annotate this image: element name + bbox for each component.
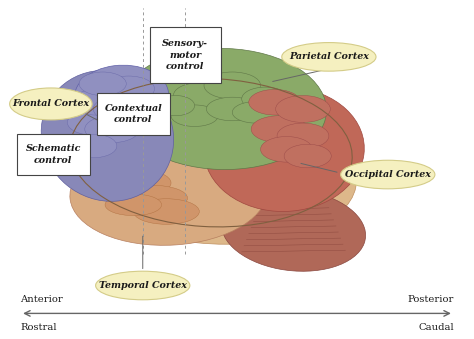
Ellipse shape [173,83,225,108]
Ellipse shape [171,105,218,126]
Text: Rostral: Rostral [20,323,57,332]
Ellipse shape [204,72,261,99]
Ellipse shape [103,76,155,102]
Ellipse shape [282,43,376,71]
Ellipse shape [206,97,258,121]
Text: Schematic
control: Schematic control [26,144,81,165]
Ellipse shape [105,170,171,196]
Text: Occipital Cortex: Occipital Cortex [345,170,431,179]
Ellipse shape [341,160,435,189]
Ellipse shape [204,87,365,212]
Ellipse shape [133,199,199,224]
Text: Frontal Cortex: Frontal Cortex [12,99,90,108]
Ellipse shape [232,102,279,123]
Ellipse shape [157,96,195,116]
Ellipse shape [277,123,329,149]
FancyBboxPatch shape [150,27,220,83]
Ellipse shape [93,96,145,122]
Text: Contextual
control: Contextual control [104,104,162,124]
Text: Posterior: Posterior [407,295,454,304]
Ellipse shape [74,65,169,126]
Ellipse shape [41,71,173,201]
Ellipse shape [276,96,330,122]
Ellipse shape [96,271,190,300]
Ellipse shape [105,194,162,216]
Text: Parietal Cortex: Parietal Cortex [289,52,369,61]
FancyBboxPatch shape [97,93,170,135]
Ellipse shape [251,116,308,143]
FancyBboxPatch shape [17,134,90,175]
Ellipse shape [79,72,126,96]
Ellipse shape [66,101,356,244]
Ellipse shape [242,87,289,111]
Text: Caudal: Caudal [418,323,454,332]
Ellipse shape [67,109,119,135]
Ellipse shape [9,88,92,120]
Text: Anterior: Anterior [20,295,63,304]
Ellipse shape [72,89,119,115]
Ellipse shape [70,134,117,158]
Ellipse shape [221,189,365,271]
Ellipse shape [117,185,188,211]
Ellipse shape [85,116,139,143]
Text: Sensory-
motor
control: Sensory- motor control [162,39,208,71]
Ellipse shape [249,89,301,115]
Ellipse shape [70,141,267,245]
Ellipse shape [284,144,331,168]
Text: Temporal Cortex: Temporal Cortex [99,281,187,290]
Ellipse shape [119,48,327,170]
Ellipse shape [261,137,312,162]
